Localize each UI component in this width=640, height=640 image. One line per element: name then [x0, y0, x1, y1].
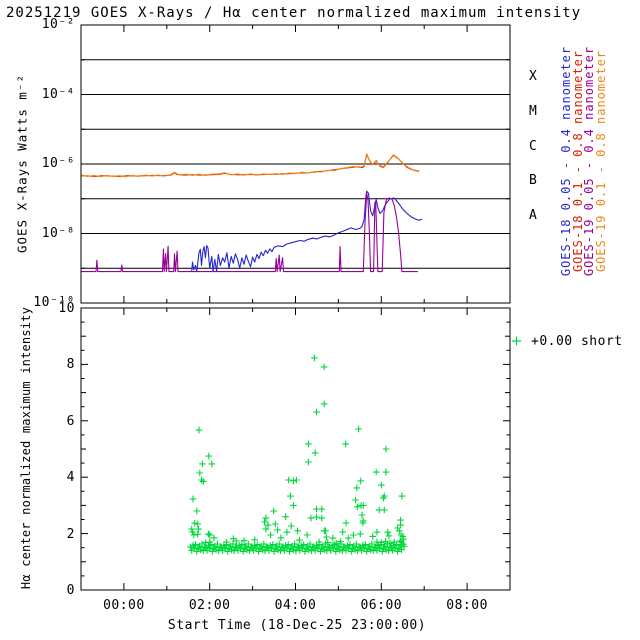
time-tick-label: 06:00 — [360, 598, 403, 613]
flare-class-letter: A — [529, 208, 538, 224]
halpha-tick-label: 0 — [66, 583, 75, 598]
halpha-tick-label: 6 — [66, 413, 75, 429]
goes18-short-curve — [191, 190, 423, 273]
flare-class-letter: C — [529, 138, 538, 154]
flare-class-letter: M — [529, 103, 538, 119]
time-tick-label: 08:00 — [446, 598, 488, 613]
xray-tick-label: 10⁻⁴ — [41, 86, 75, 102]
xray-tick-label: 10⁻⁸ — [41, 225, 75, 241]
halpha-tick-label: 10 — [58, 301, 75, 316]
halpha-legend-label: +0.00 short — [531, 334, 623, 349]
time-tick-label: 00:00 — [103, 598, 145, 613]
halpha-tick-label: 2 — [66, 526, 75, 542]
goes19-long-curve — [80, 154, 420, 178]
halpha-tick-label: 4 — [66, 470, 75, 486]
halpha-legend-plus-icon — [512, 336, 521, 346]
halpha-scatter-points — [187, 354, 408, 555]
time-tick-label: 02:00 — [188, 598, 231, 613]
goes-legend-entry: GOES-19 0.1 - 0.8 nanometer — [593, 49, 608, 273]
halpha-axis-title: Hα center normalized maximum intensity — [19, 306, 33, 590]
time-tick-label: 04:00 — [274, 598, 317, 613]
time-axis-title: Start Time (18-Dec-25 23:00:00) — [167, 618, 427, 633]
flare-class-letter: X — [529, 69, 538, 85]
xray-tick-label: 10⁻¹⁰ — [33, 295, 75, 310]
page-title: 20251219 GOES X-Rays / Hα center normali… — [6, 5, 582, 21]
xray-tick-label: 10⁻² — [41, 17, 75, 32]
flare-class-letter: B — [529, 173, 538, 189]
xray-tick-label: 10⁻⁶ — [41, 156, 75, 171]
goes19-short-curve — [81, 192, 418, 273]
halpha-tick-label: 8 — [66, 357, 75, 373]
